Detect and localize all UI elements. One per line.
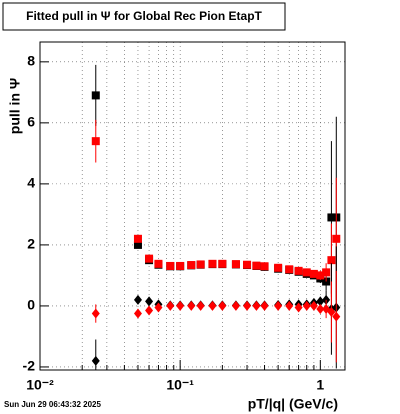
marker — [327, 307, 336, 318]
marker — [176, 261, 185, 270]
y-tick-label: 2 — [27, 236, 35, 252]
marker — [91, 355, 100, 366]
x-tick-label: 10⁻¹ — [166, 377, 194, 393]
marker — [327, 256, 336, 265]
marker — [145, 296, 154, 307]
marker — [154, 259, 163, 268]
y-tick-label: 4 — [27, 175, 35, 191]
title-box — [2, 2, 286, 31]
timestamp: Sun Jun 29 06:43:32 2025 — [4, 400, 101, 409]
marker — [294, 266, 303, 275]
y-tick-label: -2 — [23, 358, 36, 374]
marker — [91, 137, 100, 146]
marker — [260, 262, 269, 271]
plot-frame — [39, 41, 346, 371]
marker — [302, 268, 311, 277]
marker — [316, 303, 325, 314]
marker — [196, 260, 205, 269]
marker — [154, 302, 163, 313]
marker — [208, 259, 217, 268]
marker — [133, 234, 142, 243]
marker — [243, 300, 252, 311]
marker — [145, 254, 154, 263]
marker — [91, 308, 100, 319]
marker — [176, 300, 185, 311]
marker — [332, 311, 341, 322]
marker — [91, 91, 100, 100]
marker — [231, 260, 240, 269]
y-tick-label: 6 — [27, 114, 35, 130]
marker — [309, 300, 318, 311]
marker — [302, 300, 311, 311]
marker — [218, 259, 227, 268]
marker — [274, 263, 283, 272]
marker — [316, 271, 325, 280]
x-axis-label: pT/|q| (GeV/c) — [248, 396, 338, 412]
marker — [166, 261, 175, 270]
marker — [252, 261, 261, 270]
marker — [187, 300, 196, 311]
marker — [327, 213, 336, 222]
marker — [294, 302, 303, 313]
y-tick-label: 0 — [27, 297, 35, 313]
marker — [133, 294, 142, 305]
y-axis-label: pull in Ψ — [7, 78, 23, 134]
marker — [133, 308, 142, 319]
marker — [196, 300, 205, 311]
marker — [309, 269, 318, 278]
marker — [322, 268, 331, 277]
chart-title: Fitted pull in Ψ for Global Rec Pion Eta… — [26, 9, 262, 23]
x-tick-label: 1 — [316, 377, 324, 393]
marker — [274, 300, 283, 311]
marker — [252, 300, 261, 311]
marker — [260, 300, 269, 311]
marker — [285, 300, 294, 311]
marker — [332, 234, 341, 243]
y-tick-label: 8 — [27, 53, 35, 69]
marker — [187, 261, 196, 270]
marker — [243, 260, 252, 269]
marker — [218, 300, 227, 311]
marker — [145, 305, 154, 316]
marker — [208, 300, 217, 311]
marker — [316, 296, 325, 307]
x-tick-label: 10⁻² — [26, 377, 54, 393]
marker — [133, 240, 142, 249]
marker — [285, 265, 294, 274]
marker — [166, 300, 175, 311]
marker — [231, 300, 240, 311]
